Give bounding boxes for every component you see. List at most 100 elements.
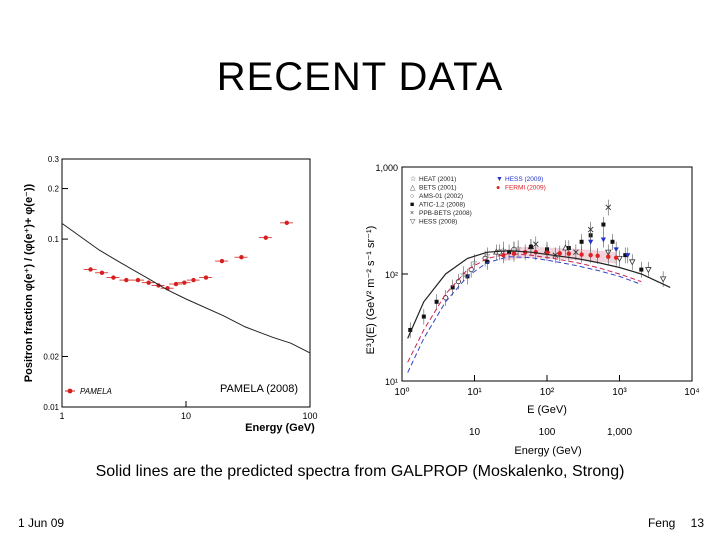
right-data-point bbox=[434, 299, 439, 304]
right-data-point bbox=[588, 252, 593, 258]
left-legend: PAMELA bbox=[65, 387, 112, 396]
right-data-point bbox=[610, 239, 615, 244]
legend-label: ATIC-1,2 (2008) bbox=[419, 202, 465, 209]
left-x-tick-label: 100 bbox=[302, 411, 317, 421]
right-data-point bbox=[645, 267, 652, 274]
left-y-tick-label: 0.02 bbox=[43, 352, 59, 361]
right-data-point bbox=[579, 239, 584, 244]
right-y-tick-label: 10² bbox=[385, 270, 398, 280]
slide-date: 1 Jun 09 bbox=[18, 516, 65, 530]
right-data-point bbox=[532, 241, 539, 247]
right-data-point bbox=[659, 276, 667, 283]
right-data-point bbox=[557, 251, 562, 256]
right-y-tick-label: 1,000 bbox=[375, 163, 398, 173]
legend-label-pamela: PAMELA bbox=[80, 387, 112, 396]
right-data-point bbox=[528, 244, 533, 249]
right-data-point bbox=[496, 249, 502, 255]
right-x-axis-label: E (GeV) bbox=[527, 404, 567, 416]
legend-label: HESS (2009) bbox=[505, 176, 543, 183]
right-data-point bbox=[408, 327, 413, 332]
slide-author: Feng bbox=[647, 516, 676, 530]
right-data-point bbox=[628, 259, 636, 266]
right-data-point: ☆ bbox=[515, 244, 522, 253]
right-model-line bbox=[407, 256, 642, 373]
right-x-tick-label: 10³ bbox=[612, 387, 627, 398]
right-x-tick-label: 10¹ bbox=[467, 387, 482, 398]
positron-fraction-chart: 1 10 100 0.01 0.02 0.1 0.2 0.3 Positron fractio… bbox=[23, 155, 318, 434]
left-x-tick-label: 10 bbox=[181, 411, 191, 421]
left-model-line bbox=[61, 222, 311, 354]
left-y-tick-label: 0.01 bbox=[43, 403, 59, 412]
right-data-point bbox=[501, 252, 506, 258]
right-data-point bbox=[613, 255, 619, 260]
right-data-point bbox=[587, 226, 594, 233]
legend-marker: ● bbox=[496, 185, 500, 192]
left-data-point bbox=[146, 280, 151, 285]
left-x-axis-label: Energy (GeV) bbox=[245, 422, 315, 434]
left-x-tick-label: 1 bbox=[59, 411, 64, 421]
right-data-point bbox=[421, 314, 426, 319]
right-data-point bbox=[573, 249, 579, 255]
left-data-point bbox=[182, 280, 187, 285]
left-data-point bbox=[239, 255, 244, 260]
legend-marker: ☆ bbox=[410, 175, 416, 183]
legend-label: PPB-BETS (2008) bbox=[419, 210, 472, 217]
right-x-tick-label: 10² bbox=[540, 387, 555, 398]
legend-label: FERMI (2009) bbox=[505, 185, 546, 192]
right-model-line bbox=[407, 250, 671, 339]
right-data-point bbox=[605, 204, 612, 211]
left-data-point bbox=[99, 270, 105, 275]
left-data-point bbox=[111, 275, 116, 280]
right-secondary-x-tick-label: 10 bbox=[469, 427, 481, 438]
right-data-point bbox=[606, 254, 611, 259]
pamela-year-label: PAMELA (2008) bbox=[220, 383, 299, 395]
right-x-tick-label: 10⁴ bbox=[684, 387, 699, 398]
left-y-tick-label: 0.2 bbox=[48, 185, 60, 194]
right-data-point bbox=[600, 237, 607, 243]
slide-page-number: 13 bbox=[690, 516, 704, 530]
legend-label: BETS (2001) bbox=[419, 185, 457, 192]
legend-marker: ○ bbox=[410, 193, 414, 200]
left-y-tick-label: 0.1 bbox=[48, 235, 60, 244]
left-data-point bbox=[135, 277, 141, 283]
legend-label: HEAT (2001) bbox=[419, 176, 456, 183]
right-secondary-x-tick-label: 100 bbox=[539, 427, 556, 438]
right-y-tick-label: 10¹ bbox=[385, 377, 398, 387]
right-data-point bbox=[595, 253, 600, 258]
right-data-point bbox=[623, 253, 628, 258]
right-data-point bbox=[601, 222, 606, 227]
legend-label: HESS (2008) bbox=[419, 219, 457, 226]
right-secondary-x-tick-label: 1,000 bbox=[607, 427, 632, 438]
left-y-tick-label: 0.3 bbox=[48, 155, 60, 164]
legend-marker: ▼ bbox=[496, 176, 503, 183]
right-data-point: ☆ bbox=[471, 258, 478, 267]
left-data-point bbox=[263, 235, 268, 240]
right-data-point bbox=[613, 247, 619, 253]
legend-marker: × bbox=[410, 210, 414, 217]
right-data-point bbox=[588, 239, 594, 245]
right-data-point bbox=[625, 253, 631, 258]
slide-footer: Feng 13 bbox=[636, 516, 704, 530]
right-data-point bbox=[639, 267, 644, 272]
right-x-tick-label: 10⁰ bbox=[394, 387, 409, 398]
legend-marker: △ bbox=[410, 185, 416, 192]
right-y-axis-label: E³J(E) (GeV² m⁻² s⁻¹ sr⁻¹) bbox=[365, 226, 377, 355]
left-data-point bbox=[191, 277, 196, 283]
left-data-point bbox=[173, 281, 179, 287]
left-data-point bbox=[219, 258, 225, 264]
right-model-line bbox=[407, 253, 642, 363]
slide-caption: Solid lines are the predicted spectra fr… bbox=[95, 463, 625, 480]
right-secondary-x-axis-label: Energy (GeV) bbox=[514, 445, 581, 457]
right-legend: ☆ HEAT (2001)△ BETS (2001) ○ AMS-01 (2002) ■ A… bbox=[410, 175, 546, 226]
right-data-point bbox=[507, 250, 512, 255]
legend-marker: ■ bbox=[410, 202, 414, 209]
legend-marker: ▽ bbox=[410, 219, 416, 226]
right-data-point bbox=[485, 259, 490, 264]
right-data-point bbox=[562, 244, 569, 251]
right-data-point bbox=[450, 285, 455, 290]
left-data-point bbox=[203, 275, 209, 280]
right-data-point bbox=[579, 252, 584, 257]
slide-title: RECENT DATA bbox=[216, 55, 504, 99]
left-data-point bbox=[284, 220, 290, 226]
